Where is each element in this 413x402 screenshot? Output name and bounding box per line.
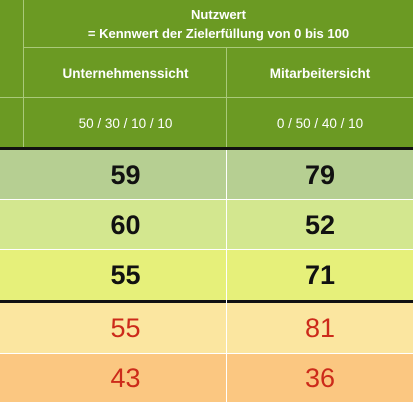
row-divider (0, 199, 413, 200)
value-unternehmenssicht: 60 (110, 209, 141, 240)
value-unternehmenssicht: 59 (110, 159, 141, 190)
value-mitarbeitersicht: 36 (304, 362, 336, 393)
value-mitarbeitersicht: 79 (304, 159, 336, 190)
header-rule-1 (24, 47, 413, 48)
column-header-mitarbeitersicht: Mitarbeitersicht (227, 48, 413, 98)
header-bottom-border (0, 147, 413, 150)
table-row (0, 200, 413, 250)
header-title-cell: Nutzwert = Kennwert der Zielerfüllung vo… (24, 0, 413, 48)
header-subtitle: = Kennwert der Zielerfüllung von 0 bis 1… (87, 26, 350, 41)
value-mitarbeitersicht: 81 (304, 312, 336, 343)
weights-mitarbeitersicht: 0 / 50 / 40 / 10 (227, 98, 413, 148)
header-divider-left (23, 0, 24, 148)
weights-unternehmenssicht: 50 / 30 / 10 / 10 (24, 98, 227, 148)
value-unternehmenssicht: 43 (110, 362, 141, 393)
table-row (0, 250, 413, 300)
value-unternehmenssicht: 55 (110, 259, 141, 290)
header-title: Nutzwert (191, 7, 246, 22)
header-left-stub (0, 0, 24, 148)
row-divider (0, 249, 413, 250)
table-row (0, 303, 413, 353)
row-divider (0, 353, 413, 354)
value-mitarbeitersicht: 71 (304, 259, 336, 290)
column-divider (226, 150, 227, 402)
header-rule-2 (0, 97, 413, 98)
header-divider-middle (226, 48, 227, 148)
value-mitarbeitersicht: 52 (304, 209, 336, 240)
table-row (0, 354, 413, 402)
column-header-unternehmenssicht: Unternehmenssicht (24, 48, 227, 98)
value-unternehmenssicht: 55 (110, 312, 141, 343)
section-divider (0, 300, 413, 303)
table-row (0, 150, 413, 200)
